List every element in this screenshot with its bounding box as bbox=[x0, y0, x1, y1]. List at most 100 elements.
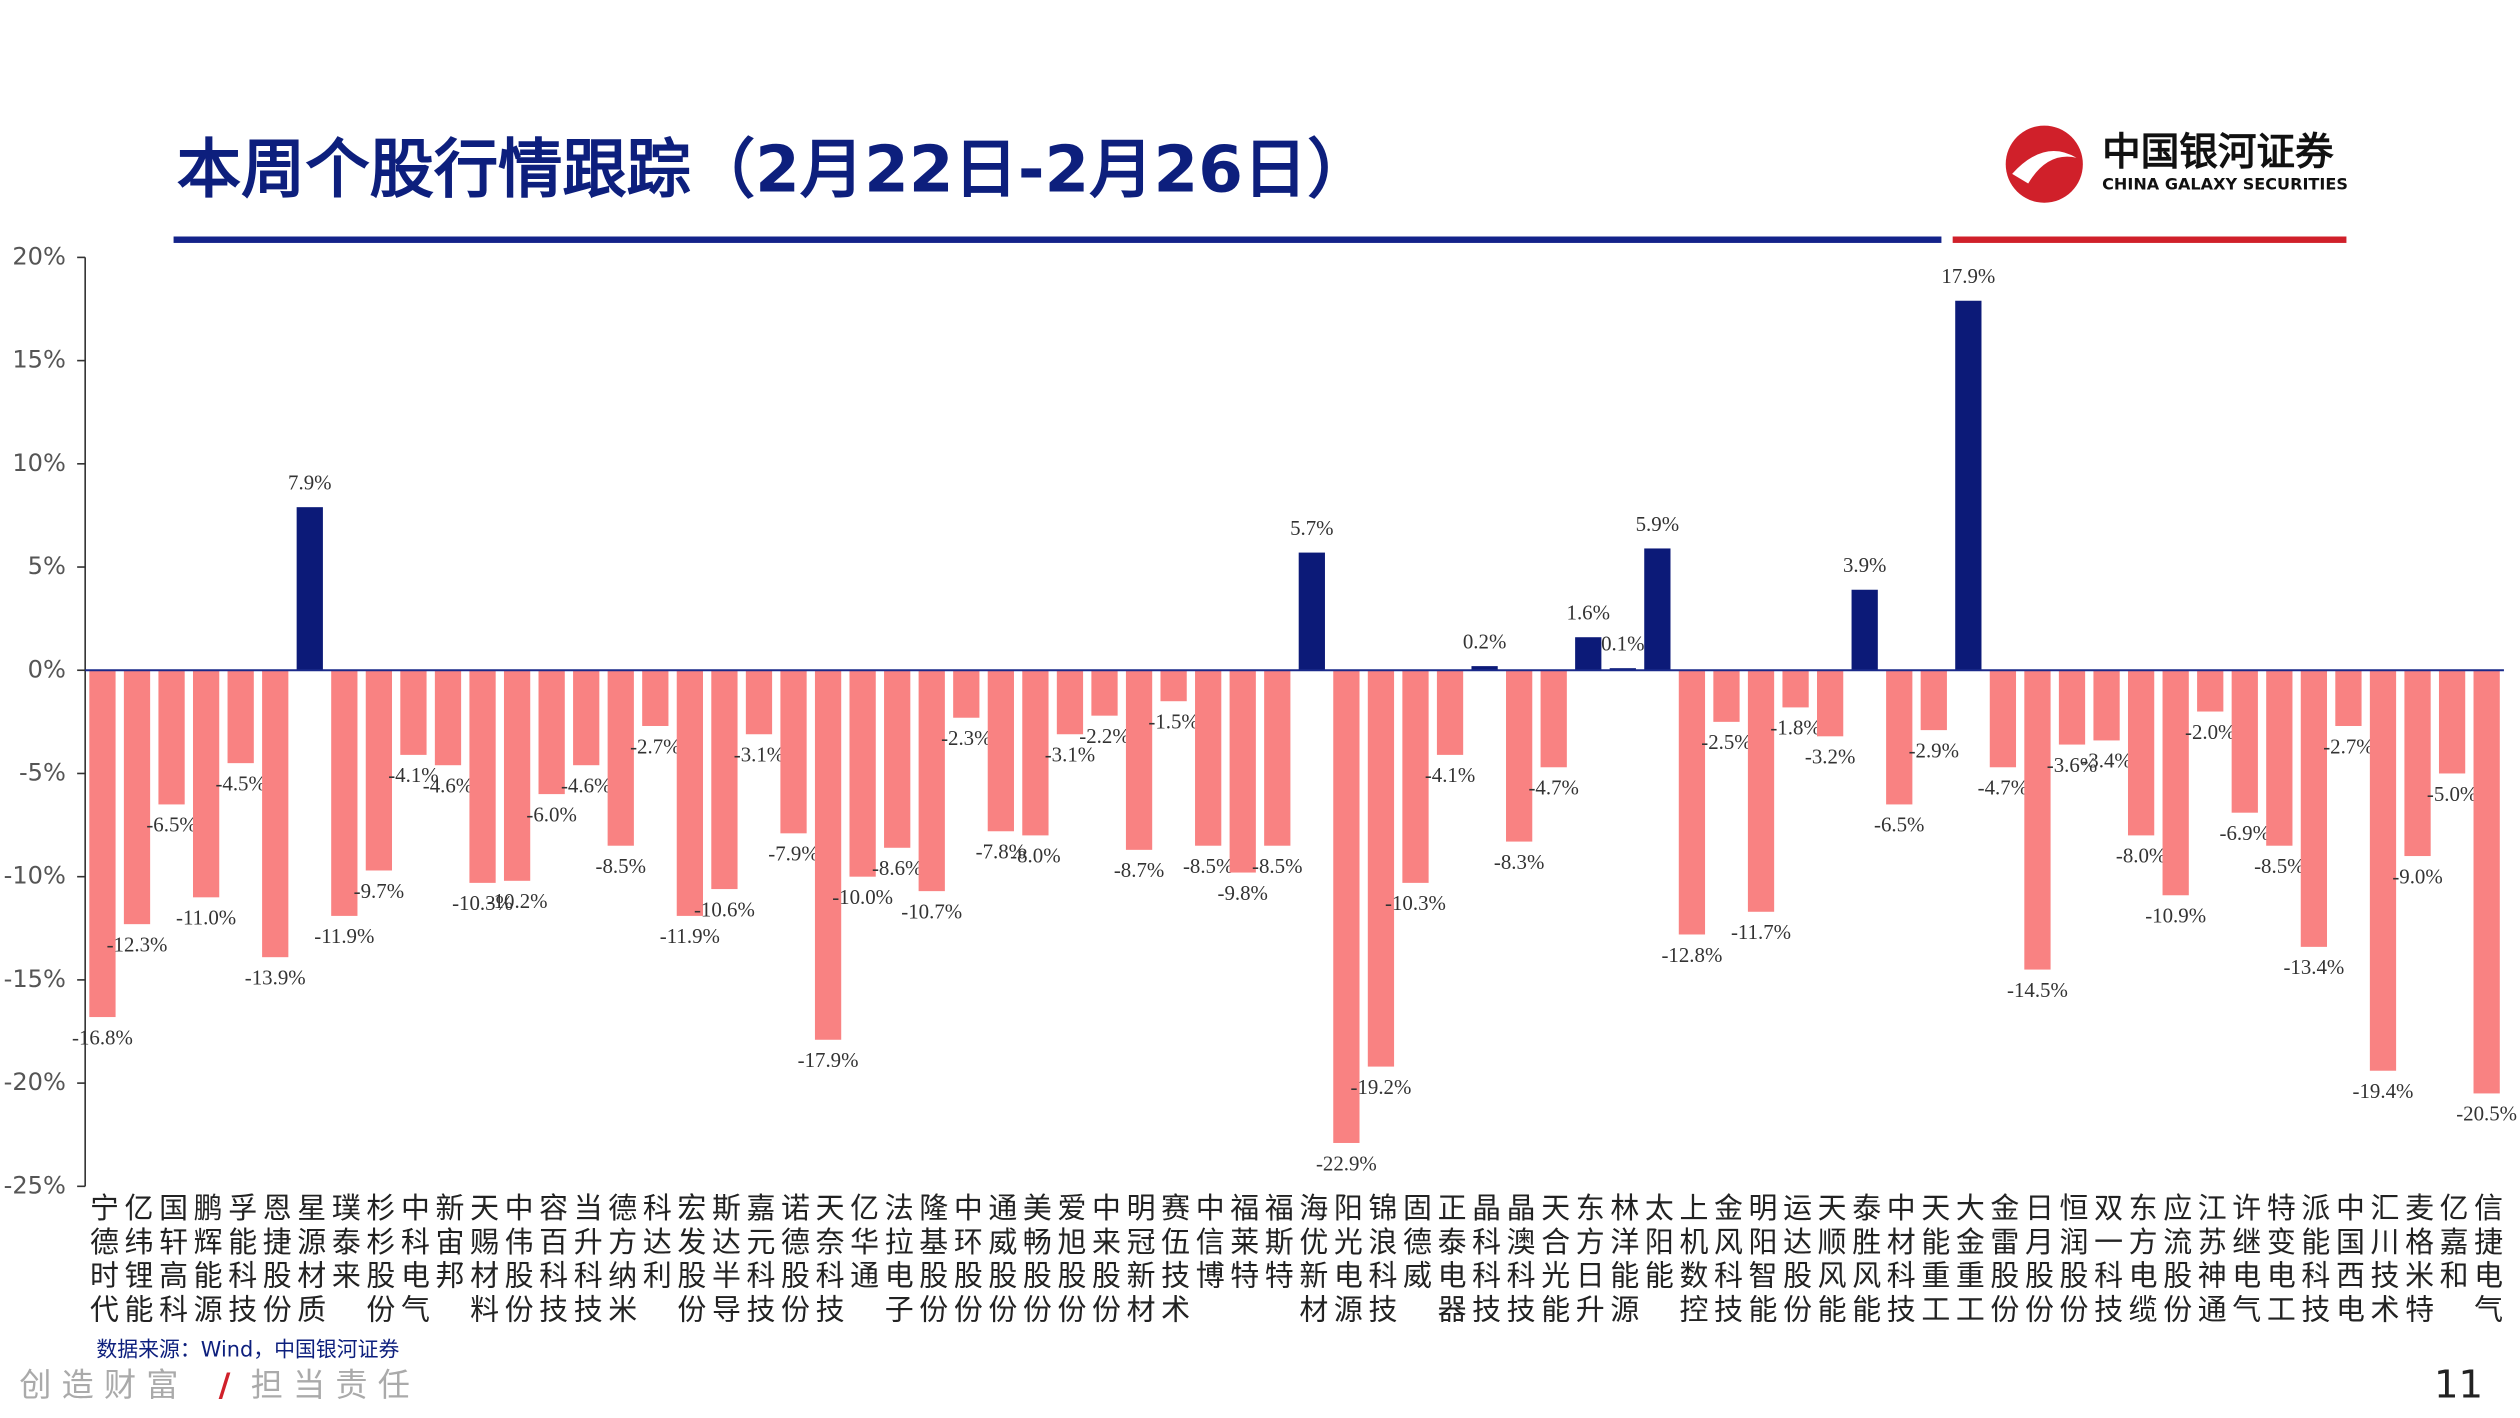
value-label: -17.9% bbox=[798, 1048, 859, 1072]
value-label: -3.1% bbox=[1045, 743, 1095, 767]
value-label: -4.7% bbox=[1528, 776, 1578, 800]
value-label: -8.3% bbox=[1494, 850, 1544, 874]
bar bbox=[1817, 670, 1844, 737]
value-label: -11.7% bbox=[1731, 920, 1791, 944]
x-tick-label: 杉杉股份 bbox=[362, 1193, 396, 1328]
value-label: -9.7% bbox=[354, 879, 404, 903]
x-tick-label: 许继电气 bbox=[2228, 1193, 2262, 1328]
bar bbox=[1264, 670, 1291, 846]
value-label: -4.5% bbox=[215, 771, 265, 795]
bar bbox=[365, 670, 393, 871]
bar bbox=[918, 670, 945, 892]
bar bbox=[1298, 552, 1325, 671]
value-label: -8.5% bbox=[2254, 854, 2304, 878]
value-label: -4.6% bbox=[423, 774, 473, 798]
bar bbox=[503, 670, 531, 881]
x-tick-label: 特变电工 bbox=[2262, 1193, 2296, 1328]
bar bbox=[2266, 670, 2293, 846]
x-tick-label: 通威股份 bbox=[984, 1193, 1018, 1328]
x-tick-label: 星源材质 bbox=[293, 1193, 327, 1328]
bar bbox=[1367, 670, 1395, 1067]
value-label: -1.8% bbox=[1770, 716, 1820, 740]
x-tick-label: 运达股份 bbox=[1779, 1193, 1813, 1328]
bar bbox=[434, 670, 462, 766]
bar bbox=[1747, 670, 1775, 912]
bar bbox=[1506, 670, 1533, 842]
bar bbox=[607, 670, 634, 846]
bar bbox=[1713, 670, 1740, 722]
x-tick-label: 中来股份 bbox=[1088, 1193, 1122, 1328]
plot: -25% -20% -15% -10% -5% 0% 5% 10% 15% 20% -16.8% 宁德… bbox=[4, 242, 2517, 1327]
value-label: -2.9% bbox=[1909, 738, 1959, 762]
value-label: -7.8% bbox=[976, 840, 1026, 864]
bar bbox=[2024, 670, 2051, 970]
value-label: -6.5% bbox=[1874, 813, 1924, 837]
bar bbox=[1022, 670, 1049, 836]
value-label: -11.9% bbox=[660, 924, 720, 948]
value-label: -9.8% bbox=[1218, 881, 1268, 905]
value-label: -2.3% bbox=[941, 726, 991, 750]
value-label: -20.5% bbox=[2456, 1102, 2517, 1126]
x-tick-label: 国轩高科 bbox=[155, 1193, 189, 1328]
bar bbox=[89, 670, 116, 1018]
x-tick-label: 亿纬锂能 bbox=[120, 1193, 154, 1328]
value-label: -8.5% bbox=[1183, 854, 1233, 878]
x-tick-label: 德方纳米 bbox=[604, 1193, 638, 1328]
y-tick-label: -20% bbox=[4, 1068, 66, 1096]
bar bbox=[1436, 670, 1464, 755]
bar bbox=[2058, 670, 2086, 745]
bar bbox=[1886, 670, 1913, 805]
bar bbox=[227, 670, 254, 764]
value-label: -8.6% bbox=[872, 856, 922, 880]
x-tick-label: 天奈科技 bbox=[811, 1193, 845, 1328]
bar bbox=[1056, 670, 1084, 735]
x-tick-label: 林洋能源 bbox=[1606, 1193, 1640, 1328]
x-tick-label: 天顺风能 bbox=[1813, 1193, 1847, 1328]
bar bbox=[814, 670, 842, 1040]
bar bbox=[1851, 589, 1878, 671]
bar bbox=[676, 670, 703, 916]
value-label: -13.9% bbox=[245, 965, 306, 989]
x-tick-label: 太阳能 bbox=[1640, 1193, 1674, 1294]
bar bbox=[711, 670, 738, 890]
x-tick-label: 中环股份 bbox=[949, 1193, 983, 1328]
value-label: -14.5% bbox=[2007, 978, 2068, 1002]
x-tick-label: 中信博 bbox=[1191, 1193, 1225, 1294]
value-label: -3.1% bbox=[734, 743, 784, 767]
bar bbox=[1782, 670, 1809, 708]
value-label: -13.4% bbox=[2283, 955, 2344, 979]
value-label: -10.0% bbox=[832, 885, 893, 909]
x-tick-label: 宁德时代 bbox=[85, 1193, 119, 1328]
value-label: -12.8% bbox=[1661, 943, 1722, 967]
value-label: -22.9% bbox=[1316, 1151, 1377, 1175]
logo-en: CHINA GALAXY SECURITIES bbox=[2102, 175, 2348, 194]
value-label: 7.9% bbox=[288, 470, 331, 494]
value-label: -10.6% bbox=[694, 897, 755, 921]
bar bbox=[2162, 670, 2189, 896]
bar bbox=[884, 670, 911, 848]
title-rule-red bbox=[1952, 236, 2347, 243]
bar bbox=[987, 670, 1014, 832]
x-tick-label: 晶科科技 bbox=[1468, 1193, 1502, 1328]
value-label: -19.2% bbox=[1351, 1075, 1412, 1099]
x-tick-label: 阳光电源 bbox=[1329, 1193, 1363, 1328]
value-label: -12.3% bbox=[107, 932, 168, 956]
bar bbox=[2093, 670, 2120, 741]
y-tick-label: -5% bbox=[19, 758, 66, 786]
value-label: -11.9% bbox=[314, 924, 374, 948]
x-tick-label: 明冠新材 bbox=[1122, 1193, 1156, 1328]
x-tick-label: 双一科技 bbox=[2090, 1193, 2124, 1328]
value-label: -6.0% bbox=[526, 802, 576, 826]
y-tick-label: -25% bbox=[4, 1171, 66, 1199]
value-label: -3.4% bbox=[2081, 749, 2131, 773]
value-label: -11.0% bbox=[176, 906, 236, 930]
x-tick-label: 应流股份 bbox=[2159, 1193, 2193, 1328]
logo-cn: 中国银河证券 bbox=[2102, 130, 2334, 175]
logo-swoosh bbox=[2012, 150, 2077, 184]
value-label: -10.2% bbox=[487, 889, 548, 913]
bar bbox=[2404, 670, 2431, 857]
bar bbox=[1471, 666, 1498, 671]
x-tick-label: 天合光能 bbox=[1537, 1193, 1571, 1328]
slogan-left: 创 造 财 富 bbox=[19, 1366, 178, 1404]
